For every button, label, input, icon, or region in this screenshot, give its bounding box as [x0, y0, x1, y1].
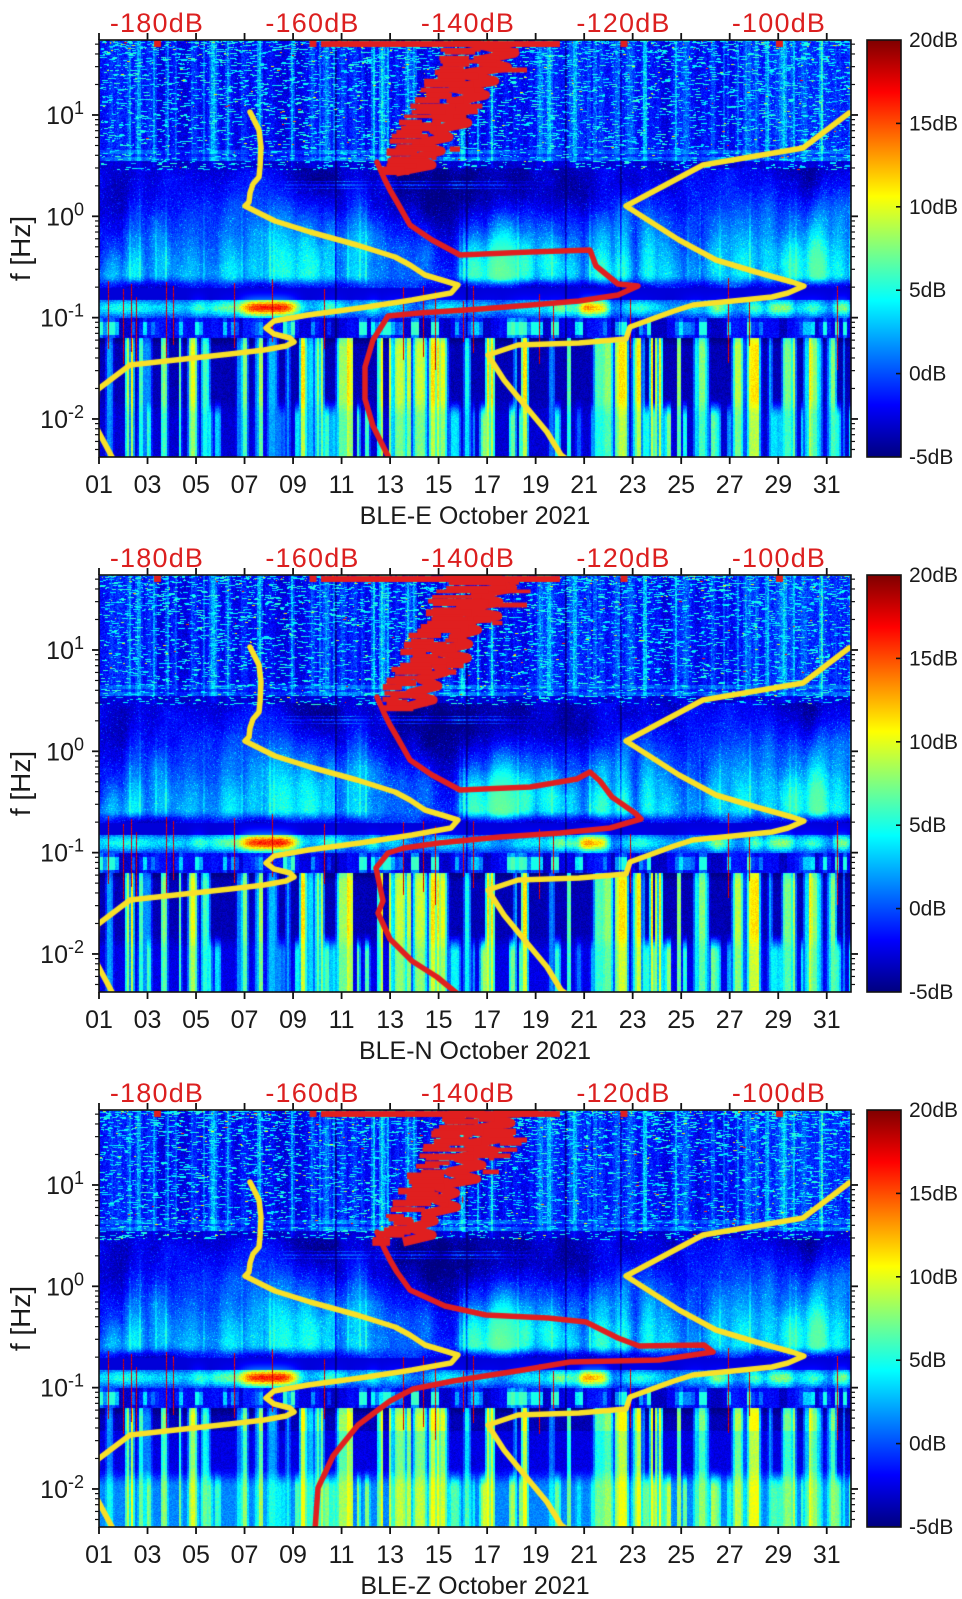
- svg-text:-180dB: -180dB: [110, 8, 204, 38]
- svg-text:100: 100: [46, 734, 84, 766]
- svg-text:-140dB: -140dB: [421, 8, 515, 38]
- svg-text:-180dB: -180dB: [110, 543, 204, 573]
- svg-text:10dB: 10dB: [909, 731, 958, 754]
- svg-text:05: 05: [182, 1541, 210, 1569]
- svg-text:10-1: 10-1: [40, 301, 84, 333]
- svg-text:-140dB: -140dB: [421, 543, 515, 573]
- svg-text:27: 27: [716, 471, 744, 499]
- svg-text:15: 15: [425, 1541, 453, 1569]
- svg-text:13: 13: [376, 471, 404, 499]
- svg-text:-100dB: -100dB: [732, 8, 826, 38]
- svg-text:5dB: 5dB: [909, 814, 946, 837]
- svg-text:25: 25: [667, 1541, 695, 1569]
- svg-text:-120dB: -120dB: [576, 543, 670, 573]
- svg-text:25: 25: [667, 471, 695, 499]
- svg-text:27: 27: [716, 1006, 744, 1034]
- svg-text:-180dB: -180dB: [110, 1078, 204, 1108]
- svg-text:15dB: 15dB: [909, 647, 958, 670]
- svg-text:21: 21: [570, 471, 598, 499]
- svg-text:05: 05: [182, 1006, 210, 1034]
- svg-text:20dB: 20dB: [909, 1099, 958, 1122]
- svg-text:100: 100: [46, 1269, 84, 1301]
- svg-text:20dB: 20dB: [909, 564, 958, 587]
- svg-text:13: 13: [376, 1006, 404, 1034]
- svg-text:10-2: 10-2: [40, 1472, 84, 1504]
- svg-text:27: 27: [716, 1541, 744, 1569]
- svg-text:10-1: 10-1: [40, 836, 84, 868]
- svg-text:10dB: 10dB: [909, 1266, 958, 1289]
- svg-text:29: 29: [764, 1006, 792, 1034]
- svg-text:15dB: 15dB: [909, 1182, 958, 1205]
- svg-text:21: 21: [570, 1006, 598, 1034]
- svg-text:BLE-N October 2021: BLE-N October 2021: [359, 1037, 591, 1065]
- svg-text:15dB: 15dB: [909, 112, 958, 135]
- svg-text:-160dB: -160dB: [265, 8, 359, 38]
- svg-text:13: 13: [376, 1541, 404, 1569]
- svg-text:21: 21: [570, 1541, 598, 1569]
- svg-text:BLE-Z October 2021: BLE-Z October 2021: [360, 1572, 589, 1599]
- svg-text:07: 07: [231, 1541, 259, 1569]
- svg-text:-5dB: -5dB: [909, 1516, 953, 1539]
- svg-text:25: 25: [667, 1006, 695, 1034]
- svg-text:0dB: 0dB: [909, 898, 946, 921]
- svg-text:09: 09: [279, 471, 307, 499]
- svg-text:07: 07: [231, 1006, 259, 1034]
- svg-text:03: 03: [134, 471, 162, 499]
- svg-text:31: 31: [813, 1541, 841, 1569]
- svg-text:03: 03: [134, 1006, 162, 1034]
- svg-text:29: 29: [764, 471, 792, 499]
- svg-text:19: 19: [522, 471, 550, 499]
- svg-text:01: 01: [85, 1541, 113, 1569]
- svg-text:-5dB: -5dB: [909, 981, 953, 1004]
- svg-text:11: 11: [329, 1541, 355, 1569]
- svg-text:-120dB: -120dB: [576, 1078, 670, 1108]
- svg-text:05: 05: [182, 471, 210, 499]
- svg-text:-160dB: -160dB: [265, 543, 359, 573]
- svg-text:11: 11: [329, 1006, 355, 1034]
- svg-text:29: 29: [764, 1541, 792, 1569]
- svg-text:10-2: 10-2: [40, 402, 84, 434]
- svg-text:0dB: 0dB: [909, 1433, 946, 1456]
- svg-text:5dB: 5dB: [909, 1349, 946, 1372]
- svg-text:100: 100: [46, 199, 84, 231]
- svg-text:f [Hz]: f [Hz]: [5, 751, 36, 816]
- svg-text:f [Hz]: f [Hz]: [5, 1286, 36, 1351]
- svg-text:09: 09: [279, 1541, 307, 1569]
- svg-text:23: 23: [619, 1006, 647, 1034]
- svg-text:07: 07: [231, 471, 259, 499]
- svg-text:-5dB: -5dB: [909, 446, 953, 469]
- svg-text:5dB: 5dB: [909, 279, 946, 302]
- svg-text:17: 17: [473, 471, 501, 499]
- svg-text:11: 11: [329, 471, 355, 499]
- svg-text:-100dB: -100dB: [732, 543, 826, 573]
- svg-text:31: 31: [813, 1006, 841, 1034]
- svg-text:10-1: 10-1: [40, 1371, 84, 1403]
- svg-text:-100dB: -100dB: [732, 1078, 826, 1108]
- svg-text:20dB: 20dB: [909, 29, 958, 52]
- svg-text:10dB: 10dB: [909, 196, 958, 219]
- svg-text:-120dB: -120dB: [576, 8, 670, 38]
- svg-text:01: 01: [85, 1006, 113, 1034]
- svg-text:23: 23: [619, 471, 647, 499]
- svg-text:09: 09: [279, 1006, 307, 1034]
- svg-text:-140dB: -140dB: [421, 1078, 515, 1108]
- svg-text:03: 03: [134, 1541, 162, 1569]
- svg-text:17: 17: [473, 1541, 501, 1569]
- svg-text:101: 101: [46, 98, 84, 130]
- svg-text:-160dB: -160dB: [265, 1078, 359, 1108]
- svg-text:19: 19: [522, 1006, 550, 1034]
- svg-text:15: 15: [425, 471, 453, 499]
- svg-text:BLE-E October 2021: BLE-E October 2021: [360, 502, 591, 530]
- svg-text:17: 17: [473, 1006, 501, 1034]
- svg-text:0dB: 0dB: [909, 363, 946, 386]
- svg-text:10-2: 10-2: [40, 937, 84, 969]
- svg-text:15: 15: [425, 1006, 453, 1034]
- svg-text:23: 23: [619, 1541, 647, 1569]
- svg-text:101: 101: [46, 1168, 84, 1200]
- svg-text:101: 101: [46, 633, 84, 665]
- svg-text:f [Hz]: f [Hz]: [5, 216, 36, 281]
- svg-text:01: 01: [85, 471, 113, 499]
- svg-text:31: 31: [813, 471, 841, 499]
- svg-text:19: 19: [522, 1541, 550, 1569]
